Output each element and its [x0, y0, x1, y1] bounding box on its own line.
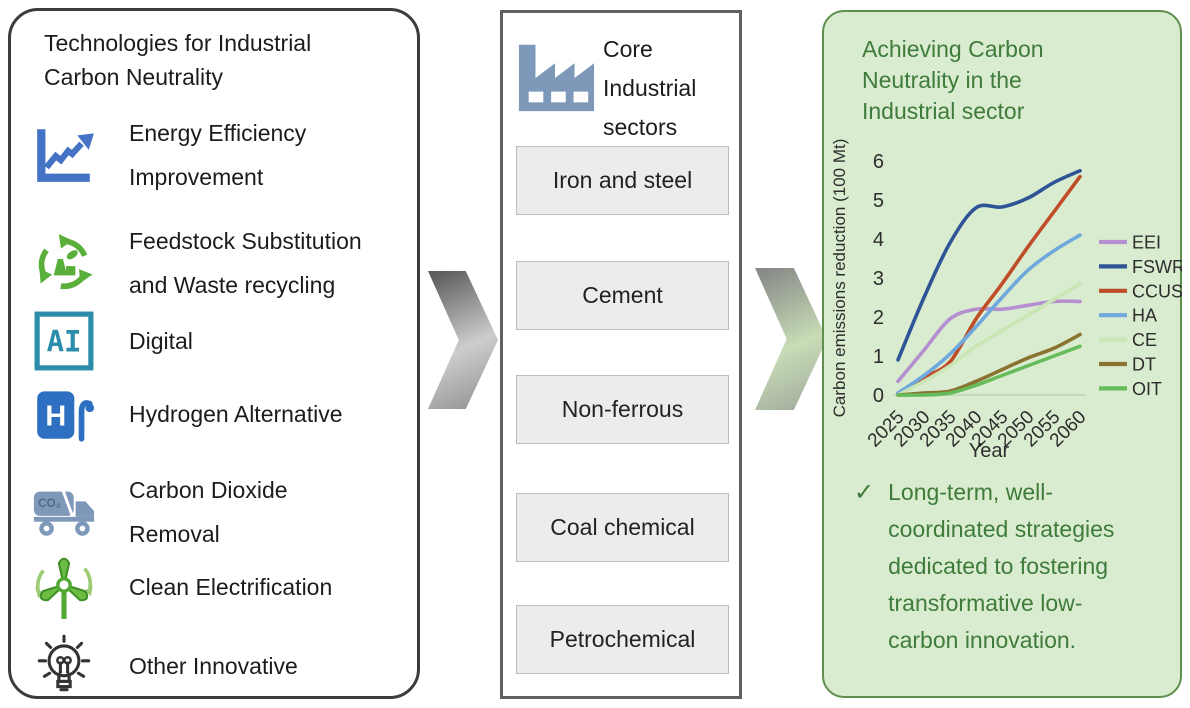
- legend-label-CE: CE: [1132, 330, 1157, 350]
- chevron-arrow-icon: [755, 268, 827, 410]
- sector-box-petrochemical: Petrochemical: [516, 605, 729, 674]
- tech-row-digital: AI Digital: [31, 308, 193, 374]
- tech-row-hydrogen: H Hydrogen Alternative: [31, 381, 343, 447]
- series-line-FSWR: [896, 168, 1082, 362]
- sector-box-non-ferrous: Non-ferrous: [516, 375, 729, 444]
- legend-label-DT: DT: [1132, 355, 1156, 375]
- technologies-panel: Technologies for Industrial Carbon Neutr…: [8, 8, 420, 699]
- series-line-HA: [896, 233, 1082, 395]
- series-line-CCUS: [896, 174, 1082, 395]
- factory-icon: [509, 35, 603, 122]
- x-axis-title: Year: [969, 440, 1010, 462]
- legend-label-CCUS: CCUS: [1132, 281, 1182, 301]
- tech-row-other: Other Innovative: [31, 633, 298, 699]
- outcome-panel: Achieving Carbon Neutrality in the Indus…: [822, 10, 1185, 698]
- y-tick-label: 0: [873, 385, 884, 407]
- y-tick-label: 4: [873, 229, 884, 251]
- y-tick-label: 2: [873, 307, 884, 329]
- series-line-DT: [896, 332, 1082, 397]
- legend-label-OIT: OIT: [1132, 379, 1162, 399]
- tech-label: Digital: [129, 328, 193, 354]
- sector-label: Petrochemical: [549, 626, 696, 652]
- y-tick-label: 3: [873, 268, 884, 290]
- svg-text:AI: AI: [47, 324, 82, 358]
- sector-box-cement: Cement: [516, 261, 729, 330]
- tech-row-energy-efficiency: Energy Efficiency Improvement: [31, 111, 369, 199]
- sectors-panel-title: Core Industrial sectors: [603, 36, 697, 140]
- legend-label-HA: HA: [1132, 306, 1157, 326]
- legend-label-EEI: EEI: [1132, 233, 1161, 253]
- series-line-OIT: [896, 344, 1082, 397]
- tech-label: Energy Efficiency Improvement: [129, 120, 307, 190]
- series-line-CE: [896, 282, 1082, 397]
- sector-box-iron-and-steel: Iron and steel: [516, 146, 729, 215]
- sector-label: Coal chemical: [550, 514, 695, 540]
- wind-turbine-icon: [31, 554, 97, 620]
- sector-label: Non-ferrous: [561, 396, 684, 422]
- lightbulb-icon: [31, 633, 97, 699]
- tech-label: Carbon Dioxide Removal: [129, 477, 288, 547]
- co2-truck-icon: CO₂: [31, 479, 97, 545]
- sector-box-coal-chemical: Coal chemical: [516, 493, 729, 562]
- tech-row-feedstock: Feedstock Substitution and Waste recycli…: [31, 219, 389, 307]
- tech-label: Hydrogen Alternative: [129, 401, 343, 427]
- bullet-text: Long-term, well-coordinated strategies d…: [888, 479, 1115, 653]
- svg-text:H: H: [45, 400, 66, 432]
- recycle-factory-icon: [31, 230, 97, 296]
- tech-label: Clean Electrification: [129, 574, 333, 600]
- hydrogen-pump-icon: H: [31, 381, 97, 447]
- bullet-point: ✓ Long-term, well-coordinated strategies…: [854, 474, 1154, 659]
- tech-label: Feedstock Substitution and Waste recycli…: [129, 228, 362, 298]
- y-tick-label: 1: [873, 346, 884, 368]
- line-chart: 0 1 2 3 4 5 6 Carbon emissions reduction (100 M…: [830, 139, 1185, 462]
- y-tick-label: 5: [873, 190, 884, 212]
- outcome-panel-title: Achieving Carbon Neutrality in the Indus…: [862, 36, 1044, 124]
- emissions-reduction-chart: 0 1 2 3 4 5 6 Carbon emissions reduction (100 M…: [824, 130, 1185, 475]
- ai-icon: AI: [31, 308, 97, 374]
- sector-label: Iron and steel: [552, 167, 693, 193]
- tech-row-cdr: CO₂ Carbon Dioxide Removal: [31, 468, 309, 556]
- checkmark-icon: ✓: [854, 479, 875, 506]
- svg-text:CO₂: CO₂: [38, 497, 61, 510]
- technologies-panel-title: Technologies for Industrial Carbon Neutr…: [44, 30, 312, 90]
- y-tick-label: 6: [873, 151, 884, 173]
- tech-label: Other Innovative: [129, 653, 298, 679]
- line-chart-icon: [31, 122, 97, 188]
- y-axis-title: Carbon emissions reduction (100 Mt): [830, 139, 849, 418]
- chevron-arrow-icon: [428, 271, 498, 409]
- sectors-panel: Core Industrial sectors Iron and steel C…: [500, 10, 742, 699]
- sector-label: Cement: [582, 282, 663, 308]
- legend-label-FSWR: FSWR: [1132, 257, 1182, 277]
- tech-row-electrification: Clean Electrification: [31, 554, 332, 620]
